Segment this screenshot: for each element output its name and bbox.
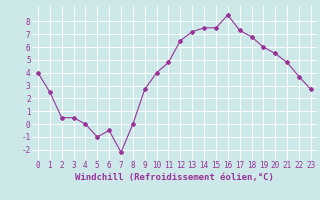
X-axis label: Windchill (Refroidissement éolien,°C): Windchill (Refroidissement éolien,°C) (75, 173, 274, 182)
